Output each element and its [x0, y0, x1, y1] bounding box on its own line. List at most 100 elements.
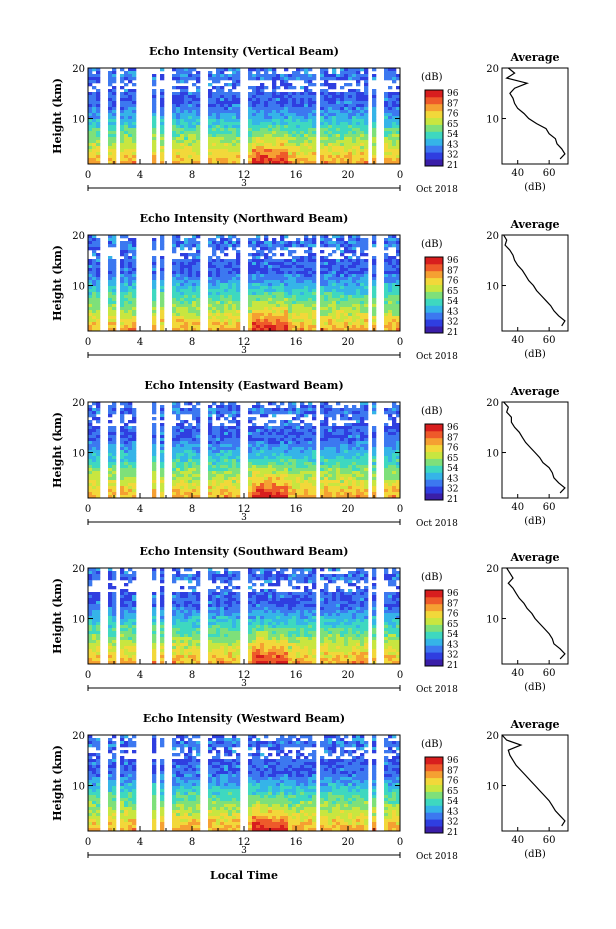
- heatmap-cell: [328, 131, 333, 135]
- heatmap-cell: [260, 83, 265, 87]
- heatmap-cell: [256, 438, 261, 442]
- heatmap-cell: [300, 152, 305, 156]
- heatmap-cell: [248, 429, 253, 433]
- heatmap-cell: [344, 155, 349, 159]
- heatmap-cell: [88, 98, 93, 102]
- heatmap-cell: [184, 107, 189, 111]
- heatmap-cell: [180, 80, 185, 84]
- heatmap-cell: [312, 277, 317, 281]
- heatmap-cell: [304, 262, 309, 266]
- heatmap-cell: [92, 122, 97, 126]
- heatmap-cell: [312, 92, 317, 96]
- heatmap-cell: [340, 274, 345, 278]
- heatmap-cell: [228, 283, 233, 287]
- heatmap-cell: [272, 465, 277, 469]
- heatmap-cell: [92, 301, 97, 305]
- heatmap-cell: [108, 301, 113, 305]
- heatmap-cell: [308, 89, 313, 93]
- heatmap-cell: [352, 411, 357, 415]
- heatmap-cell: [188, 283, 193, 287]
- heatmap-cell: [328, 122, 333, 126]
- heatmap-cell: [388, 426, 393, 430]
- heatmap-cell: [392, 161, 397, 165]
- heatmap-cell: [112, 435, 117, 439]
- heatmap-cell: [396, 113, 401, 117]
- heatmap-cell: [216, 104, 221, 108]
- colorbar-tick-label: 76: [447, 277, 459, 287]
- heatmap-cell: [272, 283, 277, 287]
- heatmap-cell: [172, 289, 177, 293]
- heatmap-cell: [284, 83, 289, 87]
- heatmap-cell: [328, 143, 333, 147]
- heatmap-cell: [212, 128, 217, 132]
- heatmap-cell: [292, 149, 297, 153]
- heatmap-cell: [280, 313, 285, 317]
- heatmap-cell: [360, 262, 365, 266]
- heatmap-cell: [300, 283, 305, 287]
- heatmap-cell: [272, 155, 277, 159]
- heatmap-cell: [372, 322, 377, 326]
- heatmap-cell: [288, 441, 293, 445]
- heatmap-cell: [88, 456, 93, 460]
- heatmap-cell: [248, 417, 253, 421]
- heatmap-cell: [256, 459, 261, 463]
- heatmap-cell: [252, 274, 257, 278]
- heatmap-cell: [160, 435, 165, 439]
- heatmap-cell: [340, 459, 345, 463]
- heatmap-cell: [372, 441, 377, 445]
- heatmap-cell: [256, 128, 261, 132]
- heatmap-cell: [364, 83, 369, 87]
- heatmap-cell: [216, 101, 221, 105]
- heatmap-cell: [236, 238, 241, 242]
- heatmap-cell: [248, 268, 253, 272]
- heatmap-cell: [304, 283, 309, 287]
- heatmap-cell: [256, 447, 261, 451]
- heatmap-cell: [120, 280, 125, 284]
- heatmap-cell: [292, 474, 297, 478]
- heatmap-cell: [348, 304, 353, 308]
- heatmap-cell: [344, 414, 349, 418]
- heatmap-cell: [172, 271, 177, 275]
- heatmap-cell: [228, 235, 233, 239]
- heatmap-cell: [332, 265, 337, 269]
- heatmap-cell: [340, 125, 345, 129]
- heatmap-cell: [248, 468, 253, 472]
- heatmap-cell: [232, 244, 237, 248]
- heatmap-cell: [364, 89, 369, 93]
- heatmap-cell: [364, 438, 369, 442]
- heatmap-cell: [120, 408, 125, 412]
- heatmap-cell: [92, 328, 97, 332]
- heatmap-cell: [152, 456, 157, 460]
- heatmap-cell: [92, 441, 97, 445]
- heatmap-cell: [152, 140, 157, 144]
- heatmap-cell: [312, 74, 317, 78]
- heatmap-cell: [152, 134, 157, 138]
- heatmap-cell: [328, 137, 333, 141]
- heatmap-cell: [312, 104, 317, 108]
- heatmap-cell: [132, 283, 137, 287]
- heatmap-cell: [224, 149, 229, 153]
- heatmap-cell: [236, 471, 241, 475]
- heatmap-cell: [128, 259, 133, 263]
- heatmap-cell: [220, 304, 225, 308]
- heatmap-cell: [392, 453, 397, 457]
- heatmap-cell: [340, 250, 345, 254]
- heatmap-cell: [236, 462, 241, 466]
- heatmap-cell: [364, 161, 369, 165]
- heatmap-cell: [88, 289, 93, 293]
- heatmap-cell: [276, 328, 281, 332]
- heatmap-cell: [352, 307, 357, 311]
- heatmap-cell: [128, 104, 133, 108]
- heatmap-cell: [292, 265, 297, 269]
- heatmap-cell: [284, 271, 289, 275]
- heatmap-cell: [124, 283, 129, 287]
- heatmap-cell: [360, 250, 365, 254]
- heatmap-cell: [388, 453, 393, 457]
- heatmap-cell: [384, 113, 389, 117]
- heatmap-cell: [276, 319, 281, 323]
- heatmap-cell: [112, 71, 117, 75]
- heatmap-cell: [324, 140, 329, 144]
- heatmap-cell: [232, 295, 237, 299]
- colorbar-tick-label: 96: [447, 256, 459, 266]
- heatmap-cell: [124, 143, 129, 147]
